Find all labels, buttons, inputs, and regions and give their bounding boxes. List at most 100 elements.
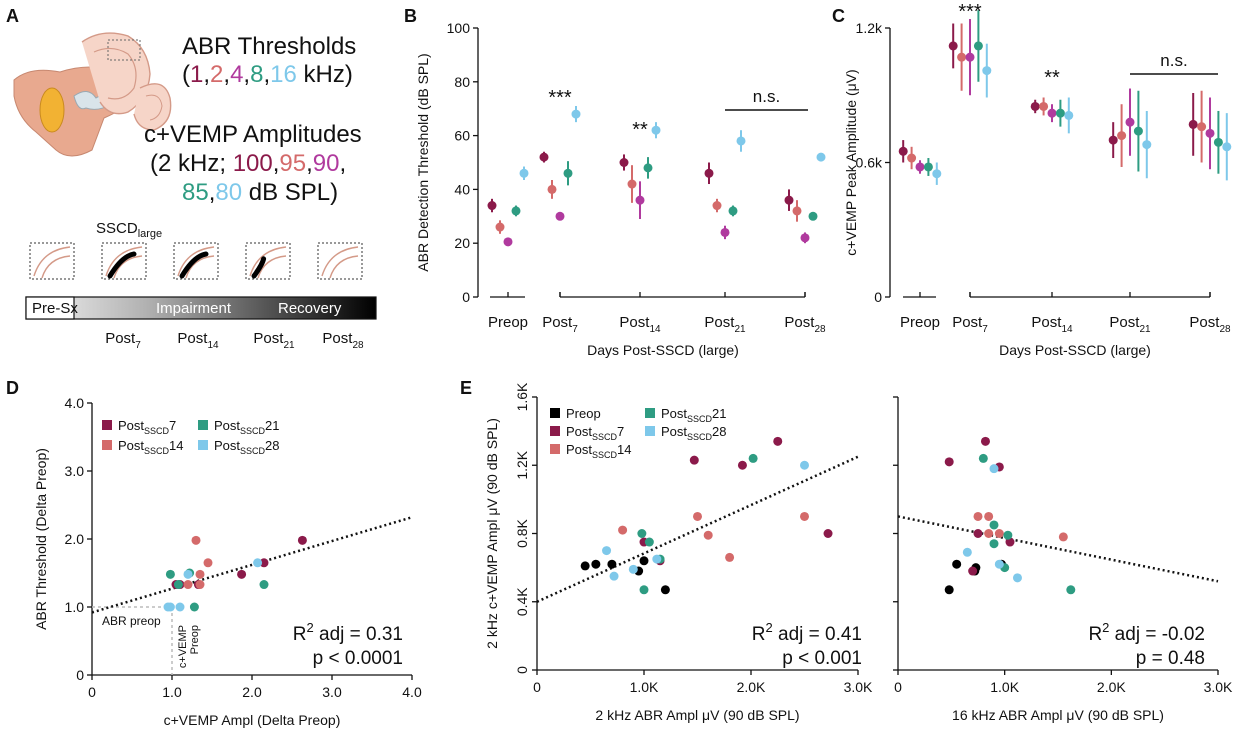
- comma: ,: [203, 61, 210, 88]
- y-tick-label: 0: [76, 667, 84, 683]
- data-point: [519, 168, 529, 178]
- legend-label: PostSSCD7: [566, 424, 624, 442]
- legend-sub: SSCD: [144, 446, 170, 456]
- vemp-level-80: 80: [215, 179, 242, 206]
- x-tick-label: 0: [533, 679, 541, 695]
- data-point: [720, 227, 730, 237]
- data-point: [957, 52, 967, 62]
- x-tick-label: 3.0: [322, 684, 342, 700]
- group-label-sub: 21: [1139, 324, 1151, 335]
- data-point: [703, 530, 713, 540]
- legend-base: Post: [661, 406, 687, 421]
- y-tick-label: 100: [447, 20, 471, 36]
- panel-letter: C: [832, 6, 845, 26]
- data-point: [495, 222, 505, 232]
- legend-tail: 7: [617, 424, 624, 439]
- x-group-label: Post14: [1031, 314, 1073, 335]
- vemp-level-85: 85: [182, 179, 209, 206]
- data-point: [1039, 101, 1049, 111]
- guide-label-abr: ABR preop: [102, 614, 161, 628]
- x-tick-label: 3.0K: [844, 679, 873, 695]
- group-label-base: Post: [1031, 314, 1062, 331]
- r2-prefix: R: [293, 624, 307, 645]
- legend-label: PostSSCD21: [214, 418, 280, 436]
- legend-swatch: [550, 408, 560, 418]
- legend-label: Preop: [566, 406, 601, 421]
- data-point: [1125, 117, 1135, 127]
- data-point: [984, 511, 994, 521]
- r2-prefix: R: [1088, 624, 1102, 645]
- legend-label: PostSSCD14: [566, 442, 632, 460]
- tympanic-icon: [39, 87, 65, 133]
- legend-base: Preop: [566, 406, 601, 421]
- data-point: [203, 558, 213, 568]
- group-label-sub: 7: [135, 340, 141, 351]
- y-tick-label: 0.8K: [514, 518, 530, 547]
- legend-tail: 14: [169, 438, 183, 453]
- data-point: [823, 529, 833, 538]
- data-point: [487, 201, 497, 211]
- r2-value: adj = -0.02: [1109, 624, 1205, 645]
- canal-outer-icon: [177, 246, 215, 277]
- guide-label-vemp: Preop: [189, 625, 201, 654]
- legend-swatch: [198, 440, 208, 450]
- canal-inner-icon: [329, 255, 359, 279]
- data-point: [962, 547, 972, 557]
- abr-frequency-8: 8: [250, 61, 263, 88]
- data-point: [968, 566, 978, 576]
- data-point: [1213, 137, 1223, 147]
- x-tick-label: 2.0: [242, 684, 262, 700]
- x-tick-label: 1.0K: [990, 679, 1019, 695]
- vemp-prefix: (2 kHz;: [150, 150, 233, 177]
- timepoint-labels: Post7 Post14 Post21 Post28: [105, 330, 364, 351]
- paren-open: (: [182, 61, 190, 88]
- canal-frame: [29, 242, 75, 280]
- data-point: [173, 580, 183, 590]
- comma: ,: [263, 61, 270, 88]
- y-tick-label: 0.6k: [856, 155, 883, 171]
- legend-base: Post: [214, 418, 240, 433]
- group-label-sub: 28: [814, 324, 826, 335]
- legend-base: Post: [214, 438, 240, 453]
- data-point: [175, 602, 185, 612]
- data-point: [1117, 131, 1127, 141]
- abr-frequency-1: 1: [190, 61, 203, 88]
- canal-box: [245, 242, 291, 280]
- data-point: [952, 559, 962, 569]
- data-point: [511, 206, 521, 216]
- group-label-base: Post: [253, 330, 284, 347]
- x-axis-label: c+VEMP Ampl (Delta Preop): [164, 712, 341, 728]
- data-point: [609, 571, 619, 581]
- canal-frame: [245, 242, 291, 280]
- data-point: [183, 580, 193, 590]
- data-point: [923, 162, 933, 172]
- data-point: [195, 569, 205, 579]
- legend-sub: SSCD: [592, 450, 618, 460]
- group-label-base: Post: [619, 314, 650, 331]
- vemp-title: c+VEMP Amplitudes: [144, 121, 362, 148]
- x-tick-label: 1.0K: [630, 679, 659, 695]
- data-point: [1030, 101, 1040, 111]
- data-point: [973, 529, 983, 538]
- data-point: [297, 535, 307, 545]
- panel-letter: B: [404, 6, 417, 26]
- abr-frequency-16: 16: [270, 61, 297, 88]
- regression-line: [91, 516, 413, 614]
- group-label-base: Post: [784, 314, 815, 331]
- x-group-label: Post21: [1109, 314, 1151, 335]
- x-axis-label: Days Post-SSCD (large): [999, 342, 1151, 358]
- x-group-label: Post28: [1189, 314, 1231, 335]
- y-tick-label: 60: [454, 128, 470, 144]
- regression-line: [897, 515, 1219, 583]
- canal-inner-icon: [41, 255, 71, 279]
- data-point: [784, 195, 794, 205]
- legend-sub: SSCD: [144, 426, 170, 436]
- y-tick-label: 20: [454, 235, 470, 251]
- group-label-base: Post: [105, 330, 136, 347]
- comma: ,: [273, 150, 280, 177]
- data-point: [748, 453, 758, 463]
- data-point: [898, 146, 908, 156]
- panel-letter: D: [6, 378, 19, 398]
- data-point: [651, 125, 661, 135]
- y-axis-label: c+VEMP Peak Amplitude (μV): [843, 69, 859, 255]
